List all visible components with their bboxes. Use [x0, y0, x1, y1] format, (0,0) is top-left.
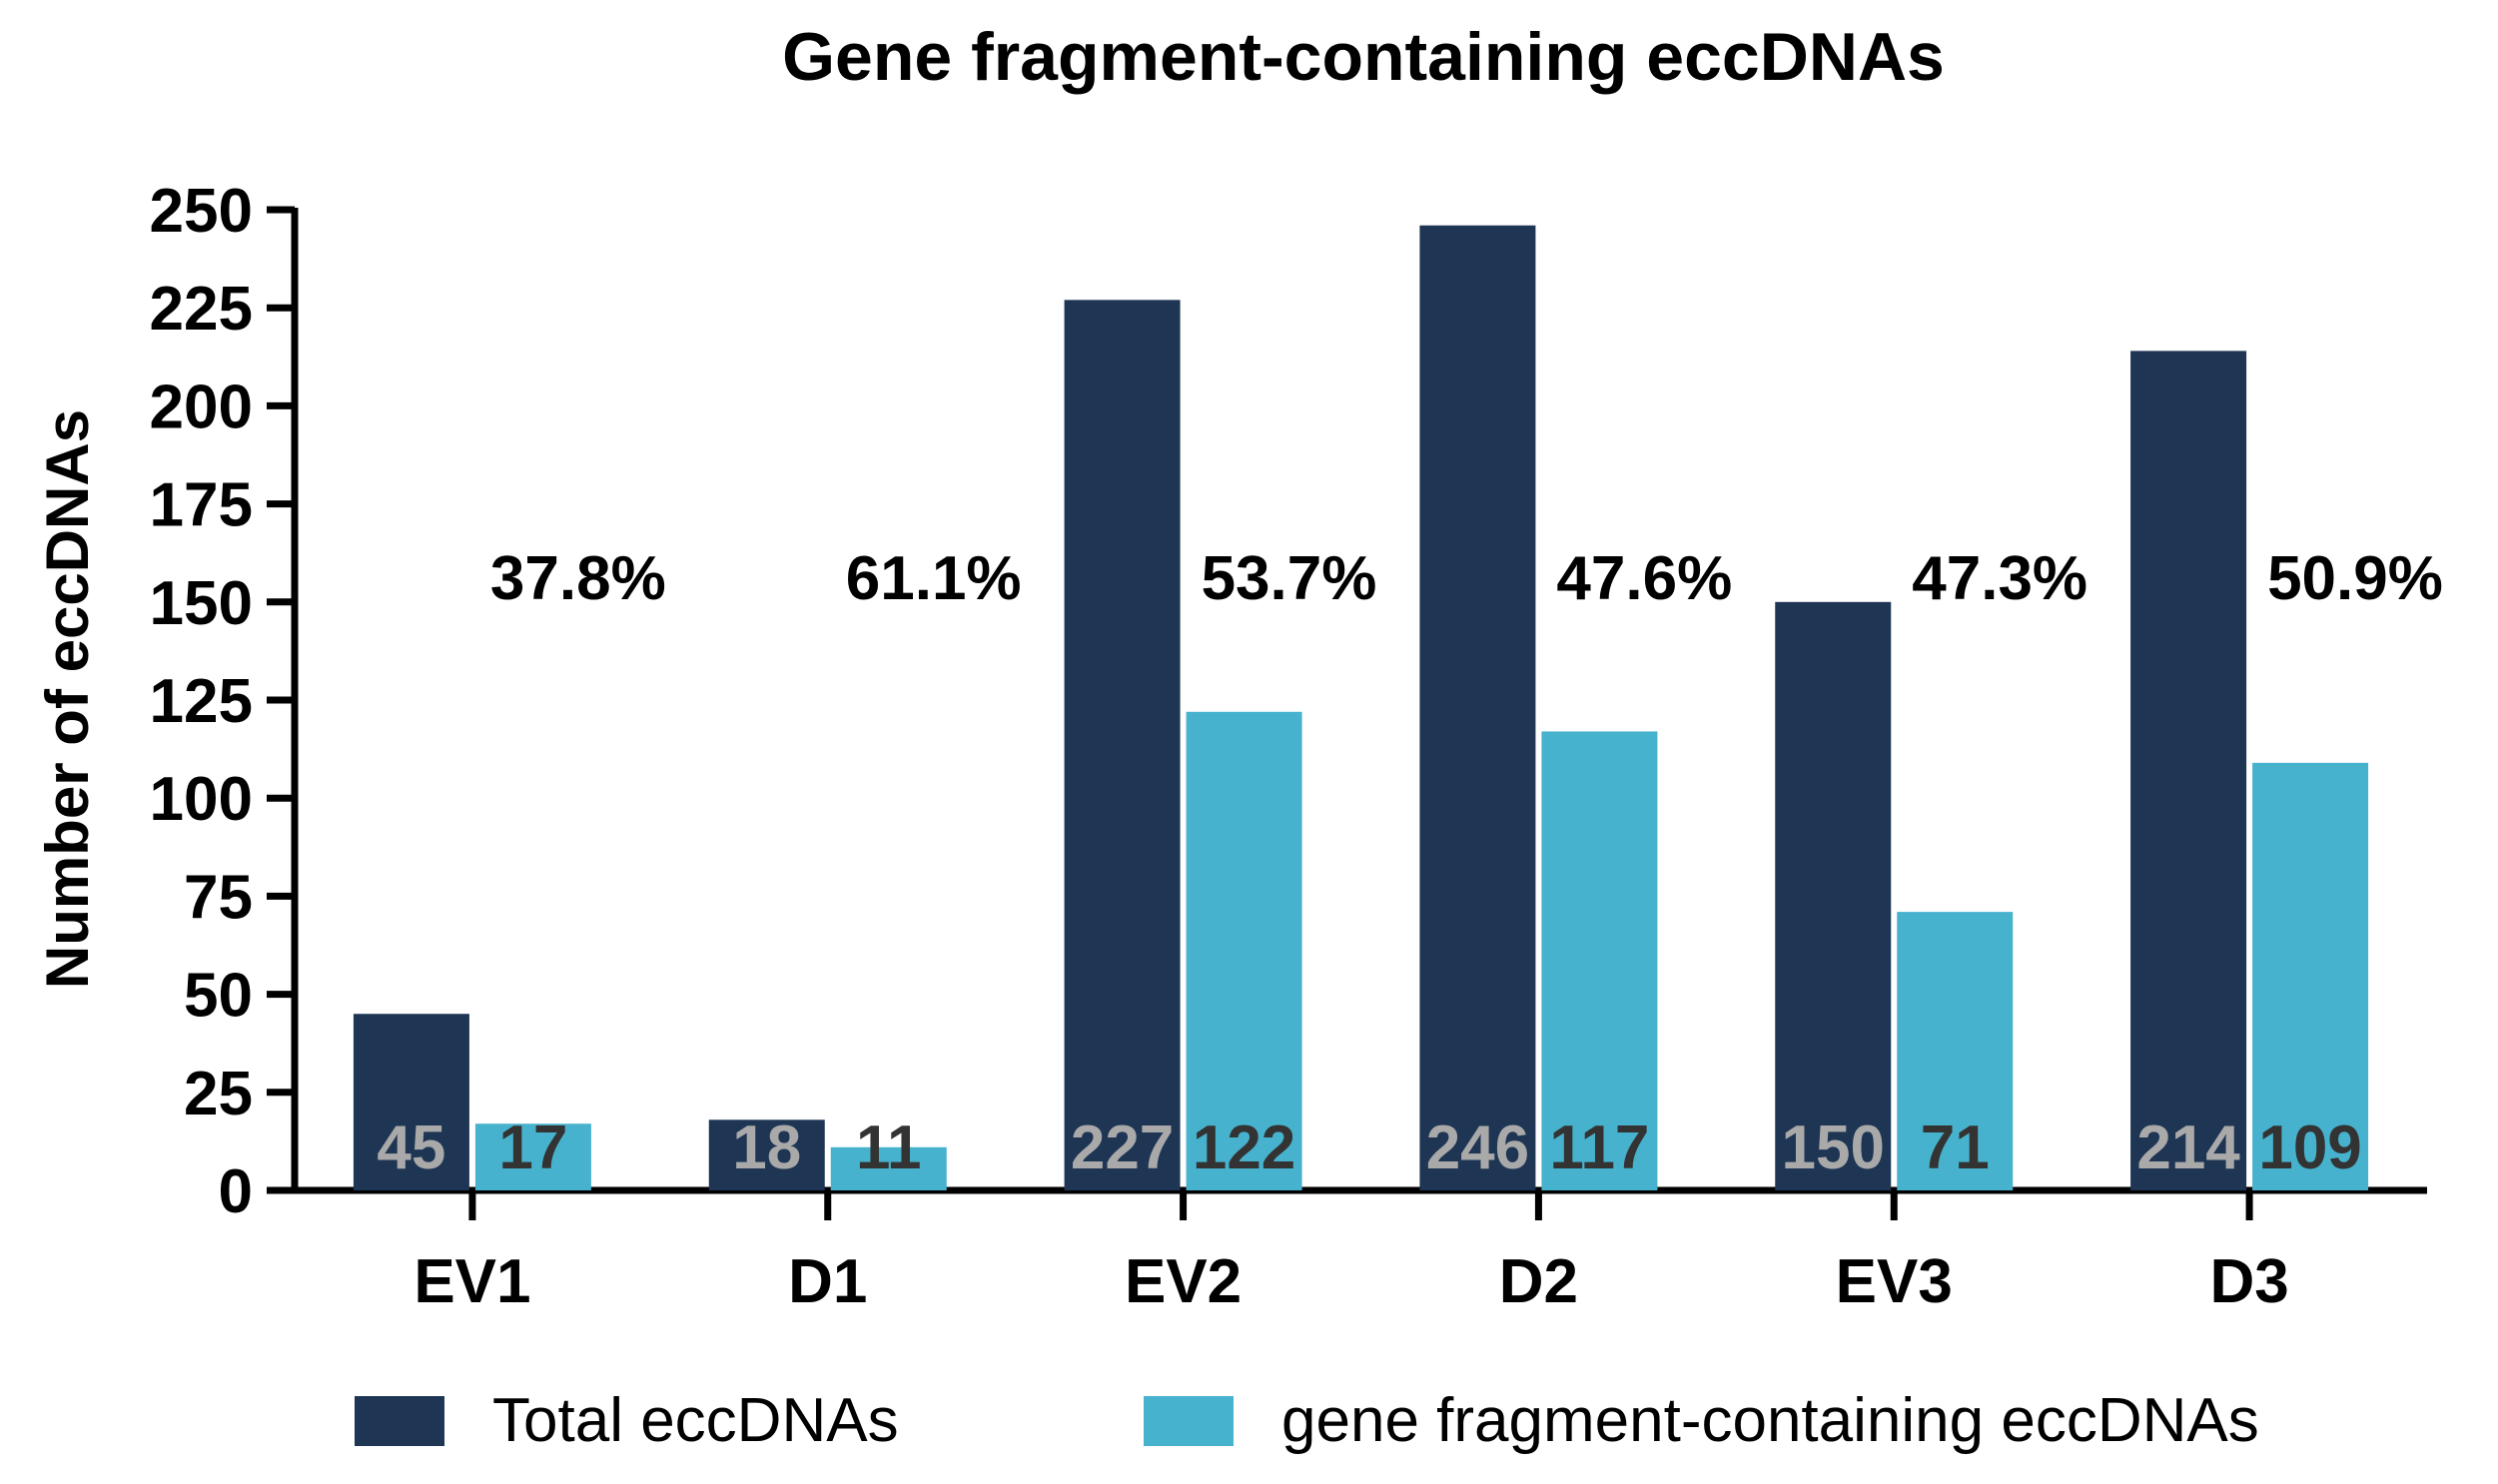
bar-total: [708, 1119, 825, 1190]
x-tick-label: EV2: [1125, 1247, 1242, 1316]
bar-gene-fragment: [830, 1146, 947, 1190]
y-tick-label: 125: [150, 667, 253, 736]
y-axis-label: Number of eccDNAs: [34, 409, 101, 989]
bar-total: [1775, 601, 1892, 1190]
data-label-total: 227: [1071, 1113, 1174, 1182]
legend: Total eccDNAs gene fragment-containing ec…: [355, 1386, 2259, 1455]
y-tick-label: 100: [150, 765, 253, 834]
data-label-gene-fragment: 71: [1921, 1113, 1990, 1182]
bar-total: [353, 1014, 469, 1190]
bar-gene-fragment: [474, 1123, 591, 1190]
data-labels: 45 17 37.8% 18 11 61.1% 227 122 53.7% 246 117 47.6%…: [377, 544, 2442, 1182]
bar-total: [1419, 225, 1536, 1190]
y-tick-label: 150: [150, 569, 253, 638]
axes: 0 25 50 75 100 125 150 175 200 225 250 EV1 D1 EV2 D2 EV…: [150, 177, 2427, 1316]
data-label-total: 45: [377, 1113, 445, 1182]
data-label-gene-fragment: 11: [856, 1113, 922, 1182]
legend-swatch-gene-fragment: [1144, 1396, 1234, 1446]
percentage-annotation: 61.1%: [846, 544, 1022, 613]
percentage-annotation: 53.7%: [1202, 544, 1377, 613]
x-tick-label: D3: [2209, 1247, 2288, 1316]
x-tick-label: D2: [1499, 1247, 1578, 1316]
y-tick-label: 225: [150, 275, 253, 344]
data-label-total: 246: [1426, 1113, 1529, 1182]
data-label-total: 18: [732, 1113, 801, 1182]
percentage-annotation: 47.6%: [1556, 544, 1732, 613]
percentage-annotation: 50.9%: [2267, 544, 2443, 613]
y-tick-label: 50: [184, 962, 253, 1031]
y-tick-label: 250: [150, 177, 253, 246]
percentage-annotation: 47.3%: [1912, 544, 2087, 613]
data-label-gene-fragment: 17: [498, 1113, 567, 1182]
chart-title: Gene fragment-containing eccDNAs: [782, 19, 1945, 95]
y-tick-label: 200: [150, 372, 253, 441]
data-label-gene-fragment: 109: [2258, 1113, 2361, 1182]
y-tick-label: 175: [150, 471, 253, 540]
bar-gene-fragment: [1897, 912, 2014, 1190]
y-tick-label: 75: [184, 863, 253, 932]
data-label-total: 150: [1782, 1113, 1885, 1182]
bar-total: [1064, 300, 1181, 1190]
y-tick-label: 25: [184, 1060, 253, 1128]
data-label-gene-fragment: 117: [1549, 1113, 1649, 1182]
bar-gene-fragment: [2252, 762, 2369, 1190]
bars: [353, 225, 2369, 1191]
bar-gene-fragment: [1186, 711, 1302, 1190]
x-tick-label: EV3: [1836, 1247, 1953, 1316]
percentage-annotation: 37.8%: [490, 544, 666, 613]
legend-label-gene-fragment: gene fragment-containing eccDNAs: [1281, 1386, 2259, 1455]
y-tick-label: 0: [219, 1157, 253, 1226]
x-tick-label: D1: [788, 1247, 867, 1316]
x-tick-label: EV1: [414, 1247, 530, 1316]
bar-total: [2130, 351, 2247, 1191]
bar-gene-fragment: [1541, 731, 1658, 1190]
legend-label-total: Total eccDNAs: [492, 1386, 899, 1455]
legend-swatch-total: [355, 1396, 444, 1446]
data-label-total: 214: [2136, 1113, 2240, 1182]
data-label-gene-fragment: 122: [1193, 1113, 1295, 1182]
